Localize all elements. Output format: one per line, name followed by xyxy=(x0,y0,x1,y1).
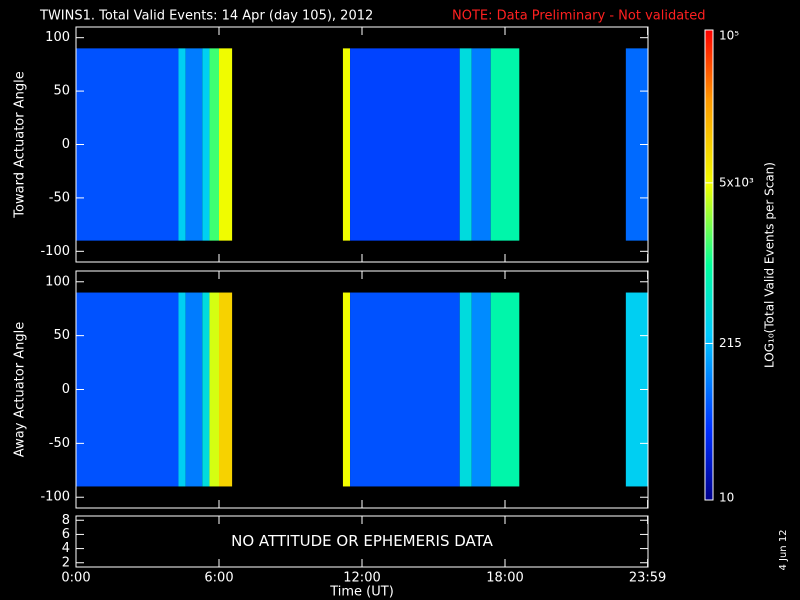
x-tick-label: 23:59 xyxy=(629,571,666,586)
y-tick-label: -50 xyxy=(49,190,70,205)
y-tick-label: 0 xyxy=(62,382,70,397)
y-tick-label: 50 xyxy=(53,84,70,99)
heat-cell xyxy=(459,48,472,241)
x-tick-label: 6:00 xyxy=(204,571,233,586)
heat-cell xyxy=(490,292,520,487)
heat-cell xyxy=(625,292,648,487)
colorbar-tick-label: 10⁵ xyxy=(719,29,739,43)
colorbar-tick-label: 10 xyxy=(719,491,734,505)
y-tick-label: -100 xyxy=(40,490,70,505)
y-tick-label: -100 xyxy=(40,244,70,259)
y-axis-label: Away Actuator Angle xyxy=(13,322,28,457)
y-tick-label: 100 xyxy=(45,274,70,289)
heat-cell xyxy=(342,292,351,487)
y-tick-label: 0 xyxy=(62,137,70,152)
heat-cell xyxy=(350,48,460,241)
heat-cell xyxy=(471,48,491,241)
y-tick-label: 4 xyxy=(62,541,70,556)
heat-cell xyxy=(185,48,203,241)
panel-message: NO ATTITUDE OR EPHEMERIS DATA xyxy=(231,532,494,550)
heat-cell xyxy=(490,48,520,241)
y-tick-label: 2 xyxy=(62,555,70,570)
heat-cell xyxy=(202,292,210,487)
note: NOTE: Data Preliminary - Not validated xyxy=(452,9,706,24)
heat-cell xyxy=(76,292,179,487)
x-tick-label: 18:00 xyxy=(486,571,523,586)
y-axis-label: Toward Actuator Angle xyxy=(13,71,28,218)
date-stamp: 4 Jun 12 xyxy=(778,529,789,570)
heat-cell xyxy=(350,292,460,487)
heat-cell xyxy=(178,48,186,241)
heat-cell xyxy=(202,48,210,241)
colorbar-tick-label: 5x10³ xyxy=(719,175,754,189)
heat-cell xyxy=(76,48,179,241)
heat-cell xyxy=(209,48,219,241)
colorbar-tick-label: 215 xyxy=(719,336,742,350)
heat-cell xyxy=(185,292,203,487)
heat-cell xyxy=(625,48,648,241)
y-tick-label: -50 xyxy=(49,436,70,451)
heat-cell xyxy=(342,48,351,241)
x-axis-label: Time (UT) xyxy=(329,585,394,600)
heat-cell xyxy=(471,292,491,487)
heat-cell xyxy=(219,292,233,487)
chart-title: TWINS1. Total Valid Events: 14 Apr (day … xyxy=(39,9,373,24)
x-tick-label: 12:00 xyxy=(343,571,380,586)
y-tick-label: 50 xyxy=(53,328,70,343)
y-tick-label: 8 xyxy=(62,513,70,528)
y-tick-label: 100 xyxy=(45,30,70,45)
y-tick-label: 6 xyxy=(62,527,70,542)
colorbar xyxy=(705,30,713,500)
colorbar-label: LOG₁₀(Total Valid Events per Scan) xyxy=(763,162,777,368)
heat-cell xyxy=(209,292,219,487)
heat-cell xyxy=(219,48,233,241)
x-tick-label: 0:00 xyxy=(61,571,90,586)
heat-cell xyxy=(178,292,186,487)
heat-cell xyxy=(459,292,472,487)
